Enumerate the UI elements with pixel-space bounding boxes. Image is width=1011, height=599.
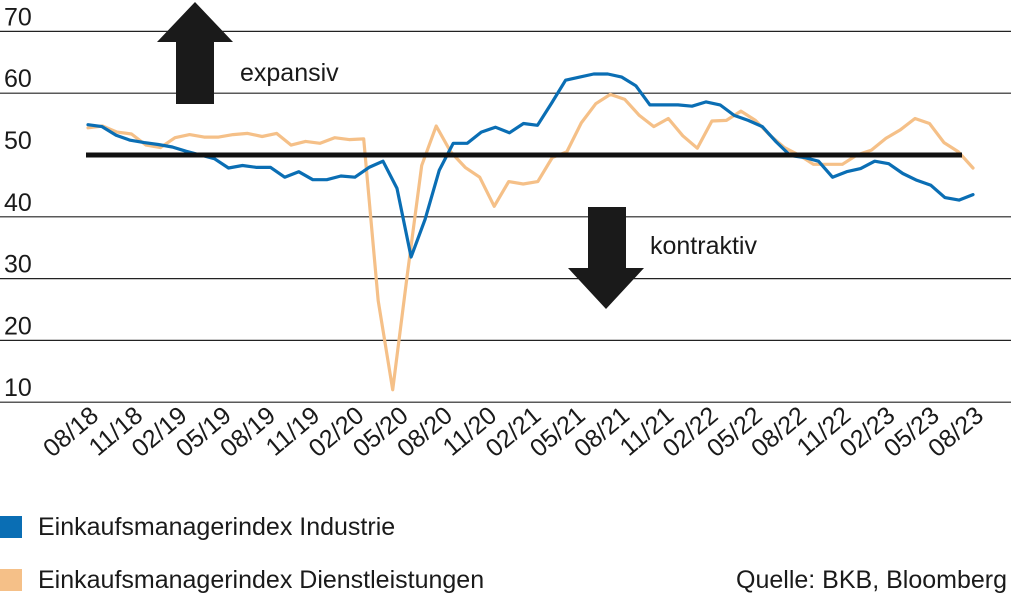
y-tick-label-10: 10 (4, 374, 32, 402)
direction-arrows: expansiv kontraktiv (157, 2, 757, 309)
x-axis-tick-labels: 08/1811/1802/1905/1908/1911/1902/2005/20… (38, 401, 989, 463)
arrow-up-icon (157, 2, 233, 104)
y-tick-label-40: 40 (4, 189, 32, 217)
source-note: Quelle: BKB, Bloomberg (736, 565, 1007, 594)
data-series (86, 72, 975, 392)
legend-label-dienstleistungen: Einkaufsmanagerindex Dienstleistungen (38, 565, 485, 594)
series-line-1 (86, 92, 975, 392)
legend-swatch-dienstleistungen (0, 569, 22, 591)
y-tick-label-70: 70 (4, 3, 32, 31)
y-tick-label-30: 30 (4, 251, 32, 279)
y-axis-tick-labels: 70 60 50 40 30 20 10 (4, 3, 32, 402)
annotation-kontraktiv: kontraktiv (650, 232, 757, 260)
y-tick-label-60: 60 (4, 65, 32, 93)
pmi-line-chart: 70 60 50 40 30 20 10 expansiv kontraktiv 08/181… (0, 2, 1011, 463)
arrow-down-icon (568, 207, 644, 309)
series-line-0 (86, 72, 975, 259)
legend-item-dienstleistungen: Einkaufsmanagerindex Dienstleistungen (0, 565, 484, 595)
legend-swatch-industrie (0, 516, 22, 538)
legend-label-industrie: Einkaufsmanagerindex Industrie (38, 512, 396, 541)
grid-lines (0, 30, 1011, 403)
legend-item-industrie: Einkaufsmanagerindex Industrie (0, 512, 395, 542)
y-tick-label-20: 20 (4, 312, 32, 340)
annotation-expansiv: expansiv (240, 59, 339, 87)
y-tick-label-50: 50 (4, 127, 32, 155)
